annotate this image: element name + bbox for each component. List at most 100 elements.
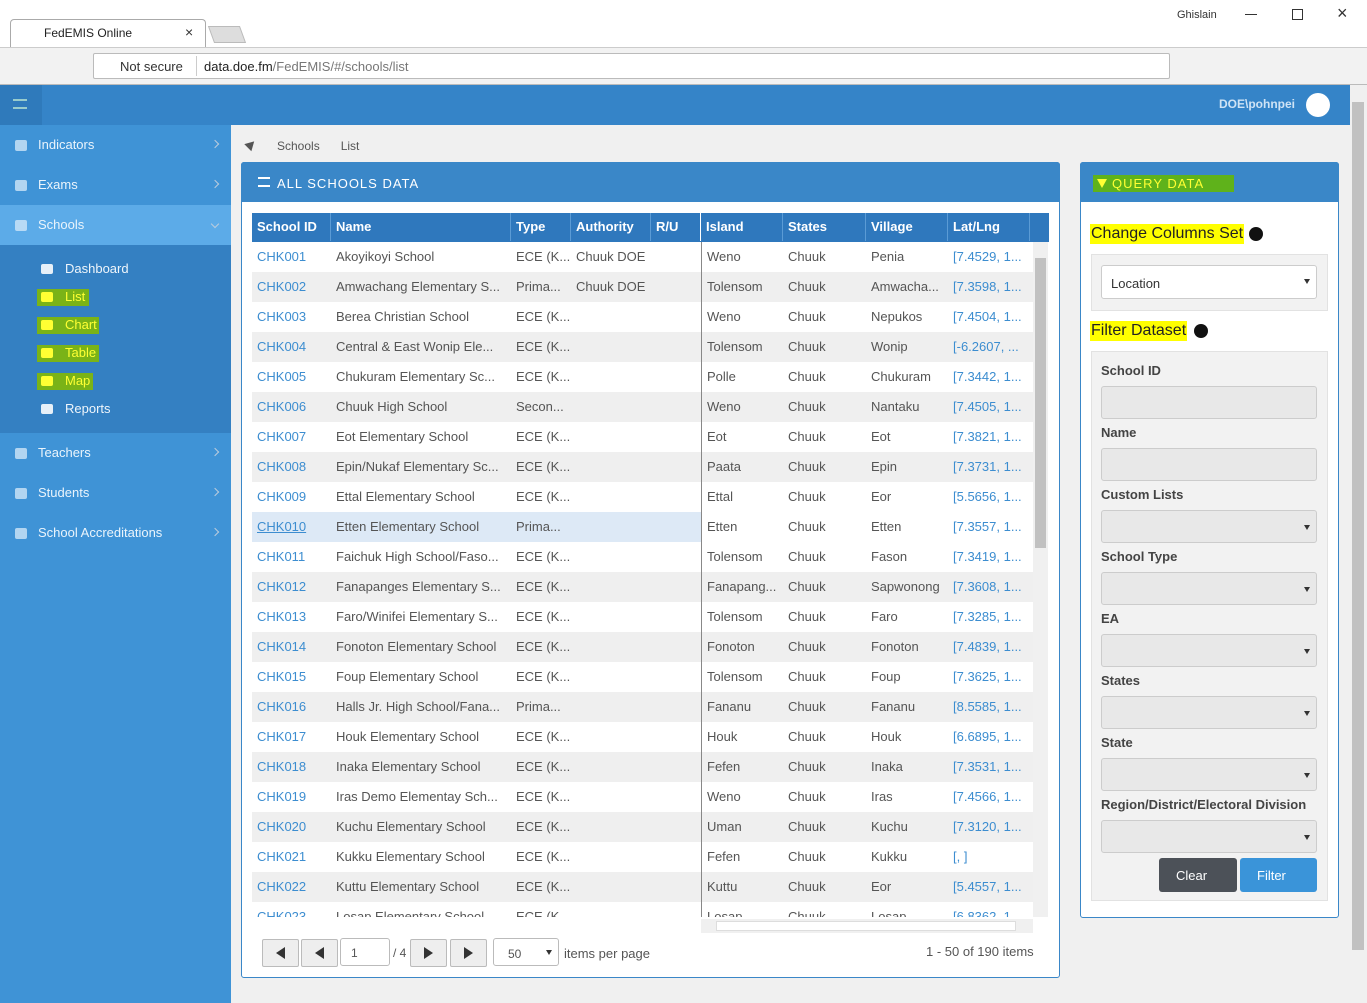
nav-item[interactable]: Students [38,485,89,500]
breadcrumb-home[interactable] [244,138,257,151]
latlng-link[interactable]: [7.4529, 1... [948,242,1030,272]
new-tab[interactable] [208,26,246,43]
table-row[interactable]: CHK022Kuttu Elementary SchoolECE (K...Ku… [252,872,1033,902]
select-input[interactable] [1101,634,1317,667]
school-id-link[interactable]: CHK004 [252,332,331,362]
select-input[interactable] [1101,572,1317,605]
help-icon[interactable] [1249,227,1263,241]
latlng-link[interactable]: [8.5585, 1... [948,692,1030,722]
table-row[interactable]: CHK016Halls Jr. High School/Fana...Prima… [252,692,1033,722]
table-row[interactable]: CHK009Ettal Elementary SchoolECE (K...Et… [252,482,1033,512]
table-hscroll-track[interactable] [716,921,1016,931]
column-header[interactable]: School ID [252,213,331,241]
school-id-link[interactable]: CHK022 [252,872,331,902]
page-input[interactable]: 1 [340,938,390,966]
latlng-link[interactable]: [7.3531, 1... [948,752,1030,782]
column-header[interactable]: Village [866,213,948,241]
header-user[interactable]: DOE\pohnpei [1219,97,1295,111]
latlng-link[interactable]: [6.6895, 1... [948,722,1030,752]
select-input[interactable] [1101,510,1317,543]
table-row[interactable]: CHK017Houk Elementary SchoolECE (K...Hou… [252,722,1033,752]
avatar[interactable] [1306,93,1330,117]
school-id-link[interactable]: CHK014 [252,632,331,662]
school-id-link[interactable]: CHK019 [252,782,331,812]
table-row[interactable]: CHK003Berea Christian SchoolECE (K...Wen… [252,302,1033,332]
page-size-select[interactable]: 50 [493,938,559,966]
active-item-bg[interactable] [0,205,231,245]
submenu-item[interactable]: Chart [65,317,97,332]
school-id-link[interactable]: CHK021 [252,842,331,872]
latlng-link[interactable]: [7.3598, 1... [948,272,1030,302]
submenu-item[interactable]: Reports [65,401,111,416]
select-input[interactable] [1101,696,1317,729]
table-row[interactable]: CHK002Amwachang Elementary S...Prima...C… [252,272,1033,302]
school-id-link[interactable]: CHK017 [252,722,331,752]
table-row[interactable]: CHK007Eot Elementary SchoolECE (K...EotC… [252,422,1033,452]
latlng-link[interactable]: [-6.2607, ... [948,332,1030,362]
help-icon[interactable] [1194,324,1208,338]
table-vscroll-thumb[interactable] [1035,258,1046,548]
school-id-link[interactable]: CHK008 [252,452,331,482]
school-id-link[interactable]: CHK018 [252,752,331,782]
school-id-link[interactable]: CHK001 [252,242,331,272]
columns-set-select[interactable]: Location [1101,265,1317,299]
school-id-link[interactable]: CHK002 [252,272,331,302]
latlng-link[interactable]: [7.3557, 1... [948,512,1030,542]
tab-close[interactable]: × [185,24,193,40]
latlng-link[interactable]: [5.5656, 1... [948,482,1030,512]
nav-item[interactable]: Exams [38,177,78,192]
school-id-link[interactable]: CHK016 [252,692,331,722]
column-header[interactable]: States [783,213,866,241]
text-input[interactable] [1101,386,1317,419]
school-id-link[interactable]: CHK023 [252,902,331,917]
school-id-link[interactable]: CHK015 [252,662,331,692]
select-input[interactable] [1101,758,1317,791]
submenu-item[interactable]: Map [65,373,90,388]
table-row[interactable]: CHK005Chukuram Elementary Sc...ECE (K...… [252,362,1033,392]
nav-item[interactable]: School Accreditations [38,525,162,540]
table-row[interactable]: CHK006Chuuk High SchoolSecon...WenoChuuk… [252,392,1033,422]
latlng-link[interactable]: [7.3120, 1... [948,812,1030,842]
school-id-link[interactable]: CHK006 [252,392,331,422]
breadcrumb-item[interactable]: List [341,139,360,153]
close-window[interactable]: × [1337,3,1348,24]
submenu-item[interactable]: Table [65,345,96,360]
latlng-link[interactable]: [6.8362, 1... [948,902,1030,917]
latlng-link[interactable]: [5.4557, 1... [948,872,1030,902]
table-row[interactable]: CHK019Iras Demo Elementay Sch...ECE (K..… [252,782,1033,812]
school-id-link[interactable]: CHK003 [252,302,331,332]
breadcrumb-item[interactable]: Schools [277,139,320,153]
table-row[interactable]: CHK011Faichuk High School/Faso...ECE (K.… [252,542,1033,572]
column-header[interactable]: Type [511,213,571,241]
table-row[interactable]: CHK008Epin/Nukaf Elementary Sc...ECE (K.… [252,452,1033,482]
column-header[interactable]: Lat/Lng [948,213,1030,241]
text-input[interactable] [1101,448,1317,481]
table-row[interactable]: CHK012Fanapanges Elementary S...ECE (K..… [252,572,1033,602]
school-id-link[interactable]: CHK011 [252,542,331,572]
latlng-link[interactable]: [7.3608, 1... [948,572,1030,602]
latlng-link[interactable]: [7.3419, 1... [948,542,1030,572]
column-header[interactable]: Name [331,213,511,241]
latlng-link[interactable]: [7.3442, 1... [948,362,1030,392]
table-row[interactable]: CHK004Central & East Wonip Ele...ECE (K.… [252,332,1033,362]
latlng-link[interactable]: [7.3285, 1... [948,602,1030,632]
table-row[interactable]: CHK014Fonoton Elementary SchoolECE (K...… [252,632,1033,662]
select-input[interactable] [1101,820,1317,853]
clear-button[interactable]: Clear [1159,858,1237,892]
latlng-link[interactable]: [7.4505, 1... [948,392,1030,422]
table-row[interactable]: CHK015Foup Elementary SchoolECE (K...Tol… [252,662,1033,692]
filter-button[interactable]: Filter [1240,858,1317,892]
school-id-link[interactable]: CHK009 [252,482,331,512]
column-header[interactable]: R/U [651,213,701,241]
school-id-link[interactable]: CHK013 [252,602,331,632]
column-header[interactable]: Island [701,213,783,241]
school-id-link[interactable]: CHK012 [252,572,331,602]
page-scroll-thumb[interactable] [1352,102,1364,950]
latlng-link[interactable]: [, ] [948,842,1030,872]
table-row[interactable]: CHK018Inaka Elementary SchoolECE (K...Fe… [252,752,1033,782]
latlng-link[interactable]: [7.3821, 1... [948,422,1030,452]
table-row[interactable]: CHK020Kuchu Elementary SchoolECE (K...Um… [252,812,1033,842]
table-row[interactable]: CHK001Akoyikoyi SchoolECE (K...Chuuk DOE… [252,242,1033,272]
table-row[interactable]: CHK010Etten Elementary SchoolPrima...Ett… [252,512,1033,542]
latlng-link[interactable]: [7.3625, 1... [948,662,1030,692]
